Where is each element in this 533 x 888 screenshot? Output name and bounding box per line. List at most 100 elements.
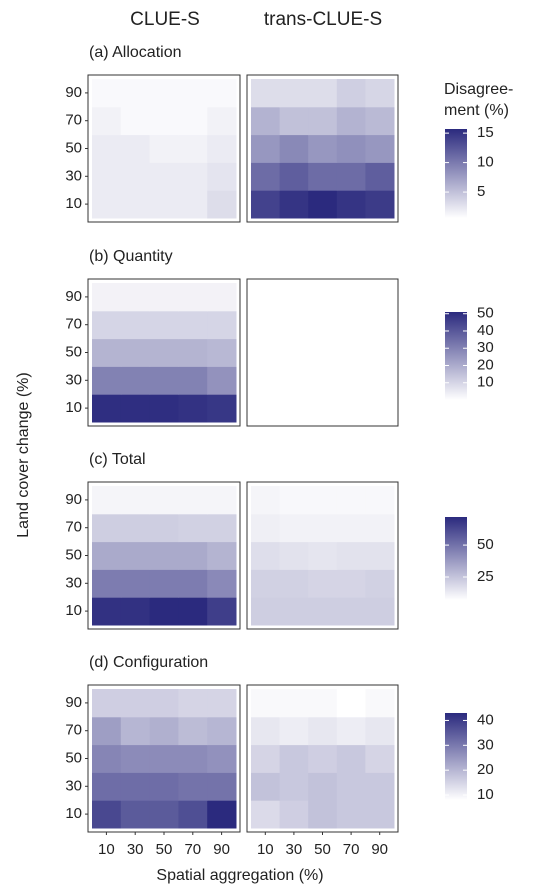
- y-axis-title: Land cover change (%): [15, 372, 32, 537]
- x-axis-title: Spatial aggregation (%): [156, 867, 323, 884]
- heatmap-cell: [365, 486, 395, 515]
- heatmap-cell: [178, 716, 208, 746]
- colorbar-tick-label: 20: [477, 356, 494, 373]
- x-tick-label: 10: [257, 841, 274, 858]
- heatmap-cell: [308, 79, 338, 108]
- heatmap-cell: [251, 597, 281, 626]
- heatmap-cell: [178, 283, 208, 312]
- heatmap-cell: [120, 79, 151, 108]
- colorbar-tick-label: 40: [477, 322, 494, 339]
- heatmap-cell: [92, 338, 122, 367]
- heatmap-cell: [120, 486, 151, 515]
- heatmap-cell: [92, 134, 122, 163]
- heatmap-cell: [336, 541, 366, 570]
- heatmap-cell: [178, 106, 208, 136]
- heatmap-cell: [251, 744, 281, 773]
- heatmap-cell: [120, 338, 151, 367]
- heatmap-cell: [92, 190, 122, 219]
- y-tick-label: 10: [65, 602, 82, 619]
- y-tick-label: 10: [65, 399, 82, 416]
- heatmap-cell: [336, 79, 366, 108]
- heatmap-cell: [336, 689, 366, 718]
- heatmap-cell: [178, 541, 208, 570]
- heatmap-cell: [251, 772, 281, 801]
- heatmap-cell: [336, 744, 366, 773]
- heatmap-cell: [92, 541, 122, 570]
- heatmap-cell: [178, 366, 208, 395]
- heatmap-cell: [120, 744, 151, 773]
- heatmap-cell: [120, 772, 151, 801]
- heatmap-cell: [308, 569, 338, 598]
- heatmap-cell: [149, 394, 179, 423]
- heatmap-cell: [365, 190, 395, 219]
- panel-title: (d) Configuration: [89, 654, 208, 671]
- y-tick-label: 10: [65, 805, 82, 822]
- heatmap-cell: [149, 283, 179, 312]
- heatmap-cell: [120, 366, 151, 395]
- heatmap-cell: [149, 486, 179, 515]
- heatmap-cell: [308, 162, 338, 191]
- y-tick-label: 30: [65, 167, 82, 184]
- column-title: trans-CLUE-S: [264, 9, 382, 30]
- y-tick-label: 70: [65, 722, 82, 739]
- heatmap-cell: [149, 541, 179, 570]
- heatmap-cell: [308, 106, 338, 136]
- heatmap-cell: [365, 716, 395, 746]
- y-tick-label: 50: [65, 343, 82, 360]
- y-tick-label: 70: [65, 519, 82, 536]
- heatmap-cell: [207, 689, 237, 718]
- colorbar-tick-label: 30: [477, 736, 494, 753]
- y-tick-label: 50: [65, 546, 82, 563]
- heatmap-cell: [120, 689, 151, 718]
- heatmap-cell: [336, 190, 366, 219]
- colorbar-tick-label: 50: [477, 536, 494, 553]
- heatmap-cell: [207, 800, 237, 829]
- heatmap-cell: [251, 162, 281, 191]
- heatmap-cell: [92, 79, 122, 108]
- heatmap-cell: [178, 79, 208, 108]
- heatmap-cell: [178, 597, 208, 626]
- heatmap-cell: [120, 394, 151, 423]
- heatmap-cell: [365, 800, 395, 829]
- heatmap-cell: [149, 106, 179, 136]
- heatmap-cell: [251, 569, 281, 598]
- heatmap-cell: [120, 513, 151, 543]
- x-tick-label: 30: [286, 841, 303, 858]
- heatmap-cell: [207, 283, 237, 312]
- heatmap-cell: [207, 134, 237, 163]
- heatmap-cell: [120, 569, 151, 598]
- heatmap-cell: [92, 366, 122, 395]
- heatmap-cell: [279, 689, 309, 718]
- heatmap-cell: [149, 79, 179, 108]
- heatmap-cell: [149, 162, 179, 191]
- heatmap-cell: [207, 486, 237, 515]
- y-tick-label: 90: [65, 694, 82, 711]
- column-title: CLUE-S: [130, 9, 200, 30]
- x-tick-label: 10: [98, 841, 115, 858]
- heatmap-cell: [279, 513, 309, 543]
- heatmap-cell: [207, 394, 237, 423]
- heatmap-cell: [178, 310, 208, 340]
- y-tick-label: 90: [65, 491, 82, 508]
- heatmap-cell: [279, 541, 309, 570]
- heatmap-cell: [308, 689, 338, 718]
- heatmap-cell: [336, 569, 366, 598]
- heatmap-cell: [149, 338, 179, 367]
- heatmap-cell: [308, 190, 338, 219]
- heatmap-cell: [149, 569, 179, 598]
- y-tick-label: 50: [65, 749, 82, 766]
- heatmap-cell: [336, 772, 366, 801]
- heatmap-cell: [149, 744, 179, 773]
- heatmap-cell: [365, 162, 395, 191]
- heatmap-cell: [365, 569, 395, 598]
- y-tick-label: 70: [65, 316, 82, 333]
- heatmap-cell: [120, 134, 151, 163]
- heatmap-cell: [279, 79, 309, 108]
- heatmap-cell: [207, 513, 237, 543]
- heatmap-cell: [251, 513, 281, 543]
- heatmap-cell: [92, 106, 122, 136]
- x-tick-label: 70: [343, 841, 360, 858]
- heatmap-cell: [92, 394, 122, 423]
- x-tick-label: 50: [314, 841, 331, 858]
